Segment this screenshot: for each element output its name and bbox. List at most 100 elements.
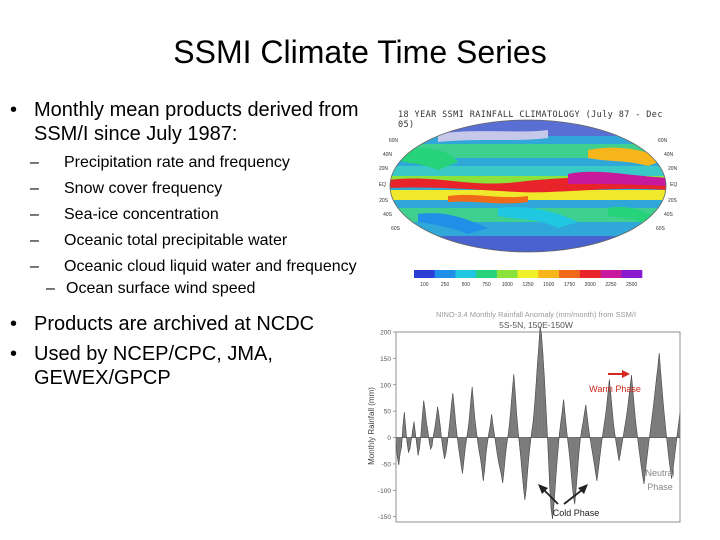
sub-bullet-item: – Sea-ice concentration	[10, 206, 370, 224]
colorbar-label: 2500	[626, 282, 637, 288]
colorbar-label: 1250	[522, 282, 533, 288]
colorbar-label: 500	[462, 282, 471, 288]
colorbar-label: 2250	[605, 282, 616, 288]
y-tick-label: 150	[380, 356, 391, 363]
bullet-item: • Used by NCEP/CPC, JMA, GEWEX/GPCP	[10, 342, 370, 390]
sub-bullet-text: Oceanic total precipitable water	[64, 232, 288, 249]
latitude-label-right: 20N	[668, 166, 678, 172]
bullet-text: Monthly mean products derived from SSM/I…	[34, 99, 359, 145]
colorbar-label: 750	[482, 282, 491, 288]
colorbar-label: 100	[420, 282, 429, 288]
sub-bullet-list: – Precipitation rate and frequency – Snow …	[10, 154, 370, 298]
colorbar-label: 1750	[564, 282, 575, 288]
chart-title: NINO-3.4 Monthly Rainfall Anomaly (mm/mo…	[436, 310, 636, 319]
bullet-item: • Monthly mean products derived from SSM…	[10, 98, 370, 146]
sub-bullet-item: – Precipitation rate and frequency	[10, 154, 370, 172]
bullet-text: Used by NCEP/CPC, JMA, GEWEX/GPCP	[34, 343, 273, 389]
latitude-label-left: 60N	[389, 138, 399, 144]
anomaly-segment	[539, 326, 542, 438]
sub-bullet-item: – Oceanic cloud liquid water and frequenc…	[10, 258, 370, 276]
rainfall-climatology-figure: 18 YEAR SSMI RAINFALL CLIMATOLOGY (July …	[378, 104, 678, 306]
cold-arrow-left-head	[538, 484, 548, 494]
cold-arrow-left-shaft	[543, 489, 559, 505]
chart-subtitle: 5S-5N, 150E-150W	[499, 320, 573, 330]
y-axis-label: Monthly Rainfall (mm)	[367, 387, 376, 465]
map-caption: 18 YEAR SSMI RAINFALL CLIMATOLOGY (July …	[398, 110, 663, 130]
bullet-glyph: •	[10, 99, 18, 121]
colorbar-swatch	[476, 270, 498, 278]
y-tick-label: 200	[380, 330, 391, 337]
latitude-label-left: 20S	[379, 198, 389, 204]
latitude-label-right: EQ	[670, 182, 677, 188]
neutral-phase-label-line2: Phase	[647, 482, 673, 492]
colorbar-swatch	[559, 270, 581, 278]
world-rainfall-map: 60N 60N 40N 40N 20N 20N EQ EQ 20S 20S 40S 40S 60S 60S…	[379, 119, 678, 288]
dash-glyph: –	[30, 232, 39, 249]
y-tick-label: -50	[382, 461, 392, 468]
latitude-label-right: 40N	[664, 152, 674, 158]
latitude-label-right: 60N	[658, 138, 668, 144]
dash-glyph: –	[46, 280, 55, 297]
bullet-text: Products are archived at NCDC	[34, 313, 315, 335]
y-tick-label: 100	[380, 382, 391, 389]
warm-phase-marker	[608, 370, 630, 378]
slide-title: SSMI Climate Time Series	[173, 34, 547, 70]
latitude-label-left: 40S	[383, 212, 393, 218]
cold-arrow-right-shaft	[563, 489, 583, 505]
colorbar-swatch	[600, 270, 622, 278]
sub-bullet-text: Oceanic cloud liquid water and frequency	[64, 258, 357, 275]
bullet-glyph: •	[10, 313, 18, 335]
sub-bullet-item: – Ocean surface wind speed	[10, 280, 370, 298]
y-tick-label: 50	[384, 409, 392, 416]
y-tick-label: -150	[378, 514, 391, 521]
globe-outline	[389, 119, 667, 253]
cold-phase-arrows	[538, 484, 588, 505]
sub-bullet-text: Ocean surface wind speed	[66, 280, 256, 297]
colorbar-label: 1500	[543, 282, 554, 288]
cold-arrow-right-head	[578, 484, 588, 494]
latitude-label-left: 20N	[379, 166, 389, 172]
sub-bullet-text: Precipitation rate and frequency	[64, 154, 290, 171]
latitude-label-left: 60S	[391, 226, 401, 232]
latitude-label-right: 60S	[656, 226, 666, 232]
y-axis-ticks: 200 150 100 50 0 -50 -100 -150	[378, 330, 396, 521]
colorbar-swatch	[621, 270, 643, 278]
colorbar-label: 1000	[502, 282, 513, 288]
colorbar-label: 2000	[585, 282, 596, 288]
sub-bullet-text: Sea-ice concentration	[64, 206, 219, 223]
y-tick-label: -100	[378, 488, 391, 495]
y-tick-label: 0	[387, 435, 391, 442]
dash-glyph: –	[30, 206, 39, 223]
anomaly-chart: NINO-3.4 Monthly Rainfall Anomaly (mm/mo…	[367, 310, 681, 523]
rainfall-anomaly-figure: NINO-3.4 Monthly Rainfall Anomaly (mm/mo…	[362, 308, 692, 528]
colorbar-label: 250	[441, 282, 450, 288]
anomaly-line	[395, 326, 681, 519]
latitude-label-right: 40S	[664, 212, 674, 218]
colorbar-swatch	[496, 270, 518, 278]
colorbar: 100 250 500 750 1000 1250 1500 1750 2000 2250 2500	[414, 270, 643, 288]
dash-glyph: –	[30, 180, 39, 197]
colorbar-swatch	[517, 270, 539, 278]
bullet-list: • Monthly mean products derived from SSM…	[10, 98, 370, 390]
sub-bullet-item: – Snow cover frequency	[10, 180, 370, 198]
sub-bullet-text: Snow cover frequency	[64, 180, 223, 197]
colorbar-swatch	[434, 270, 456, 278]
dash-glyph: –	[30, 258, 39, 275]
cold-phase-label: Cold Phase	[553, 508, 600, 518]
colorbar-swatch	[538, 270, 560, 278]
neutral-phase-label-line1: Neutral	[645, 468, 674, 478]
warm-phase-label: Warm Phase	[589, 384, 641, 394]
latitude-labels: 60N 60N 40N 40N 20N 20N EQ EQ 20S 20S 40S 40S 60S 60S	[379, 138, 678, 232]
sub-bullet-item: – Oceanic total precipitable water	[10, 232, 370, 250]
latitude-label-left: EQ	[379, 182, 386, 188]
anomaly-series	[395, 326, 681, 519]
colorbar-swatch	[414, 270, 436, 278]
bullet-glyph: •	[10, 343, 18, 365]
dash-glyph: –	[30, 154, 39, 171]
anomaly-segment	[551, 437, 553, 519]
warm-arrow-head	[622, 370, 630, 378]
colorbar-swatch	[455, 270, 477, 278]
colorbar-swatch	[579, 270, 601, 278]
bullet-item: • Products are archived at NCDC	[10, 312, 370, 336]
latitude-label-right: 20S	[668, 198, 678, 204]
